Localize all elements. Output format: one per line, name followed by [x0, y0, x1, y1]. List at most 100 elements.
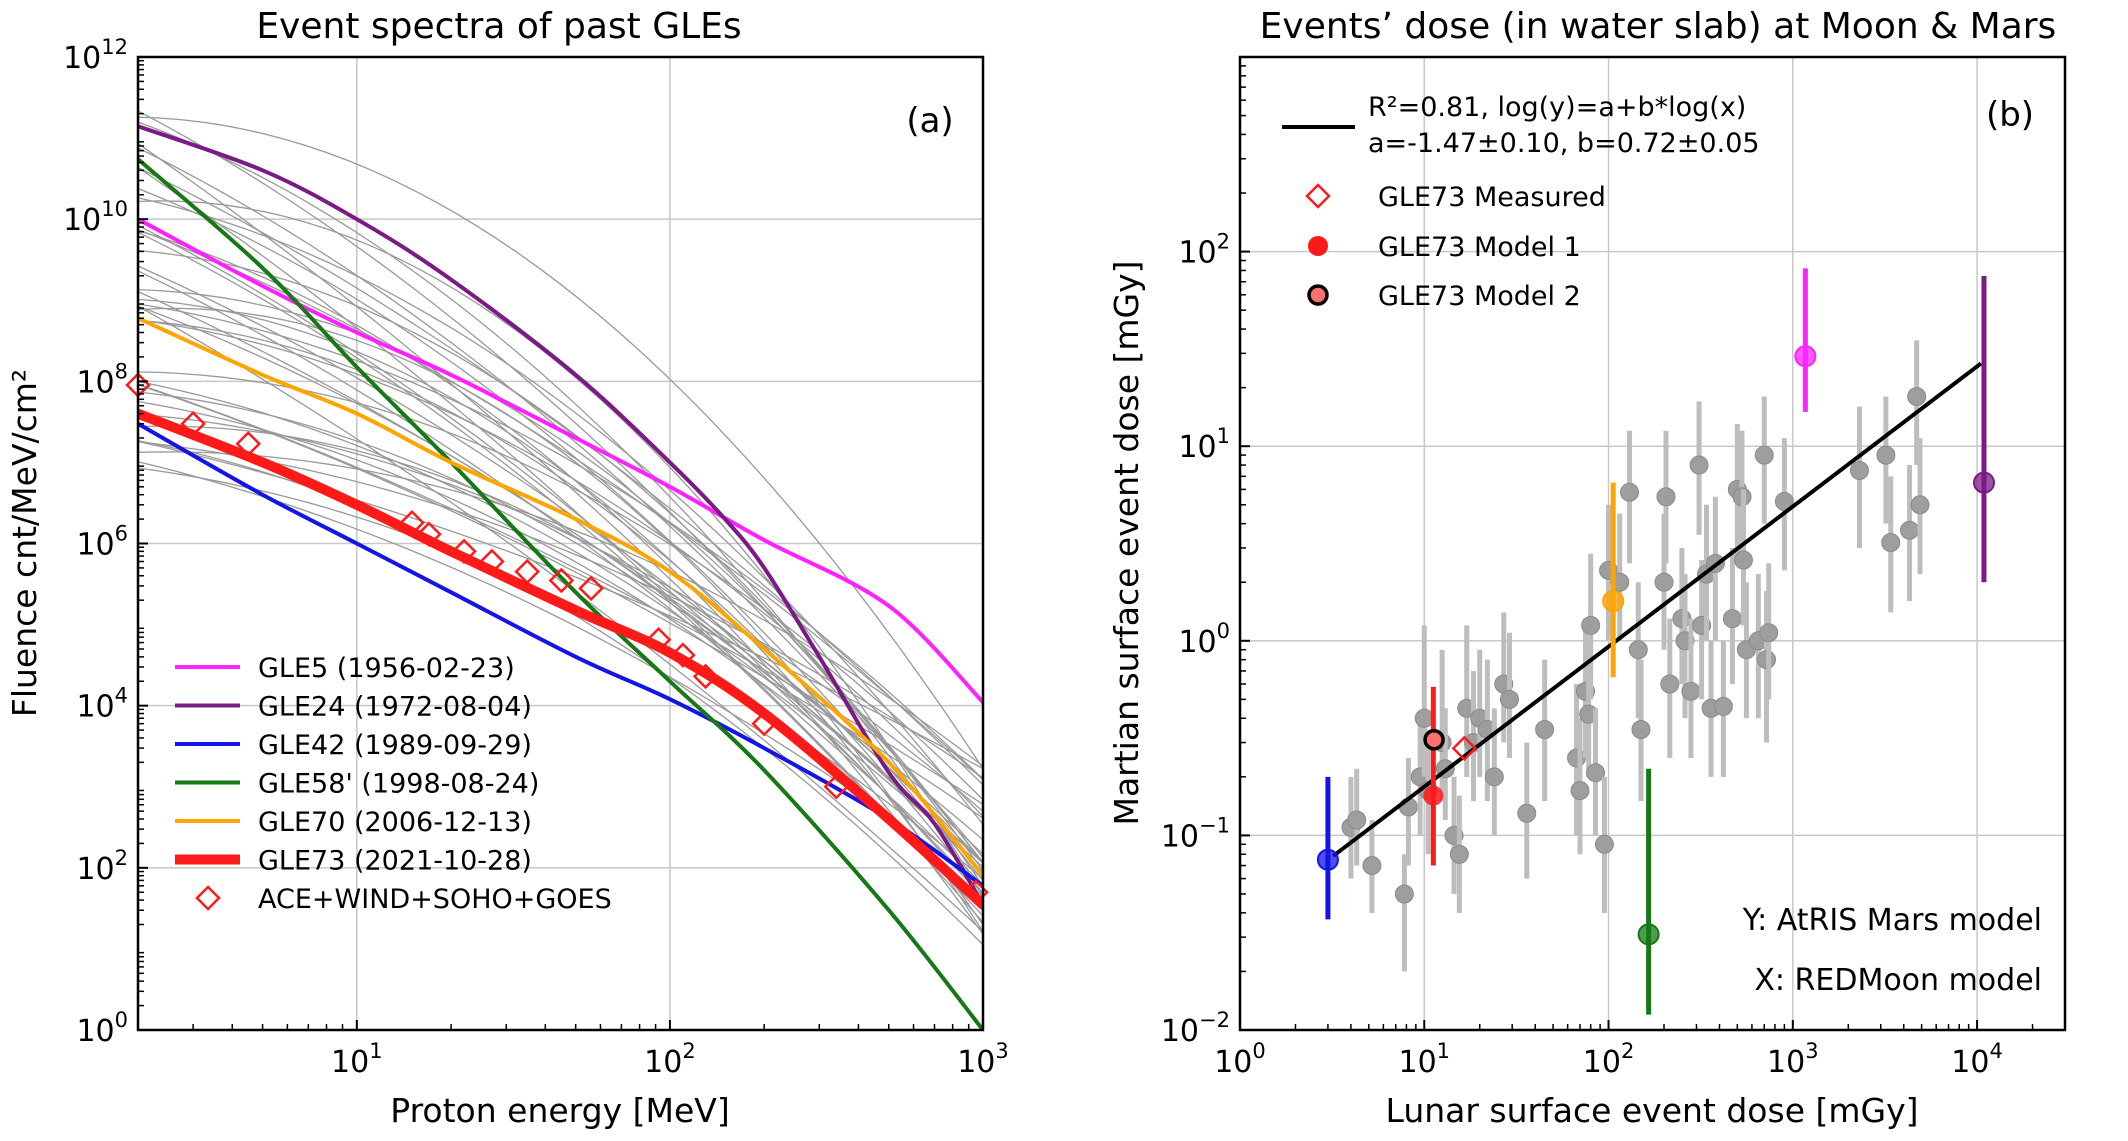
panel-b-y-tick-label: 101	[1178, 424, 1230, 465]
series-line-gle5	[138, 217, 983, 705]
measured-diamond-marker	[670, 642, 696, 668]
series-line-gle70	[138, 316, 983, 878]
panel-b-x-tick-label: 100	[1214, 1039, 1266, 1080]
panel-b-y-tick-label: 10−1	[1161, 813, 1230, 854]
panel-a-y-axis-label: Fluence cnt/MeV/cm²	[5, 369, 44, 717]
legend-label-4: GLE70 (2006-12-13)	[258, 807, 532, 838]
gray-point	[1654, 572, 1674, 592]
measured-diamond-marker	[399, 510, 425, 536]
gray-point	[1754, 445, 1774, 465]
point-gle58	[1637, 923, 1660, 946]
legend-label-2: GLE42 (1989-09-29)	[258, 730, 532, 761]
background-gle-curve	[138, 116, 983, 769]
fit-line	[1331, 361, 1983, 858]
panel-a-y-tick-label: 1012	[63, 35, 128, 76]
gray-point	[1484, 767, 1504, 787]
measured-diamond-marker	[235, 430, 262, 457]
gray-point	[1910, 495, 1930, 515]
background-gle-curve	[138, 166, 983, 917]
point-gle70	[1602, 590, 1625, 613]
panel-a-title: Event spectra of past GLEs	[256, 6, 741, 47]
legend-measured-diamond	[195, 885, 221, 911]
measured-diamond-marker	[416, 521, 442, 548]
point-gle73-model1	[1423, 785, 1444, 806]
panel-b-x-tick-label: 101	[1398, 1039, 1450, 1080]
gray-point	[1681, 681, 1701, 701]
series-line-gle58	[138, 157, 983, 1030]
panel-b-legend: R²=0.81, log(y)=a+b*log(x) a=-1.47±0.10, …	[1282, 92, 1760, 312]
legend-label-0: GLE5 (1956-02-23)	[258, 653, 515, 684]
panel-b-x-tick-label: 102	[1583, 1039, 1635, 1080]
panel-a-y-tick-label: 106	[76, 522, 128, 563]
legend-fit-label-1: R²=0.81, log(y)=a+b*log(x)	[1368, 92, 1746, 123]
gray-point	[1672, 609, 1692, 629]
panel-a-y-tick-label: 104	[76, 684, 128, 725]
gray-point	[1713, 696, 1733, 716]
measured-diamond-marker	[514, 558, 540, 585]
panel-b-y-tick-label: 102	[1178, 230, 1230, 271]
gray-point	[1499, 689, 1519, 709]
panel-b-ticks: 100 101 102 103 104 10−2 10−1 100 101 102	[1161, 65, 2034, 1080]
legend-label-3: GLE58' (1998-08-24)	[258, 769, 539, 800]
gray-point	[1394, 884, 1414, 904]
background-gle-curve	[138, 166, 983, 786]
background-gle-curve	[138, 441, 983, 779]
legend-label-5: GLE73 (2021-10-28)	[258, 846, 532, 877]
panel-b-x-axis-label: Lunar surface event dose [mGy]	[1386, 1091, 1919, 1130]
series-line-gle73	[138, 408, 983, 910]
point-gle5	[1794, 345, 1817, 368]
measured-diamond-marker	[751, 710, 777, 737]
gray-point	[1362, 856, 1382, 876]
gray-point	[1722, 609, 1742, 629]
gray-point	[1594, 834, 1614, 854]
background-gle-curve	[138, 307, 983, 932]
gray-point	[1535, 720, 1555, 740]
background-gle-curve	[138, 142, 983, 898]
gray-point	[1759, 623, 1779, 643]
panel-b-plot-frame	[1238, 55, 2067, 1032]
background-gle-curve	[138, 305, 983, 864]
panel-b-data-points	[1316, 268, 1995, 1015]
gray-point	[1900, 520, 1920, 540]
point-gle73-measured	[1451, 735, 1478, 762]
gray-point	[1517, 803, 1537, 823]
annotation-moon-model: X: REDMoon model	[1754, 963, 2042, 998]
panel-b-y-axis-label: Martian surface event dose [mGy]	[1107, 260, 1146, 825]
gray-point	[1733, 550, 1753, 570]
panel-a-y-tick-label: 1010	[63, 197, 128, 238]
panel-a-x-tick-label: 101	[331, 1039, 383, 1080]
panel-b-label: (b)	[1986, 95, 2034, 135]
measured-diamond-marker	[451, 538, 477, 565]
gray-point	[1689, 455, 1709, 475]
panel-a-y-tick-label: 102	[76, 846, 128, 887]
legend-gle73-measured-marker	[1305, 183, 1331, 209]
series-line-gle42	[138, 421, 983, 888]
panel-b-title: Events’ dose (in water slab) at Moon & M…	[1260, 6, 2057, 47]
point-gle42	[1316, 848, 1339, 871]
measured-diamond-marker	[645, 626, 672, 653]
measured-diamond-marker	[692, 663, 719, 690]
panel-a-event-spectra: Event spectra of past GLEs 101 102 1031001…	[5, 6, 1009, 1130]
legend-gle73-label-1: GLE73 Model 1	[1378, 232, 1581, 263]
background-gle-curve	[138, 451, 983, 767]
gray-point	[1876, 445, 1896, 465]
gray-point	[1414, 708, 1434, 728]
legend-gle73-model2-marker	[1307, 284, 1329, 306]
gray-point	[1620, 482, 1640, 502]
measured-diamond-marker	[548, 567, 575, 594]
panel-a-y-tick-label: 108	[76, 359, 128, 400]
gray-point	[1631, 720, 1651, 740]
gray-point	[1907, 387, 1927, 407]
background-gle-curve	[138, 270, 983, 886]
background-gle-curve	[138, 391, 983, 873]
panel-b-y-tick-label: 10−2	[1161, 1008, 1230, 1049]
panel-a-plot-frame	[136, 55, 985, 1032]
gray-point	[1628, 640, 1648, 660]
panel-b-y-tick-label: 100	[1178, 619, 1230, 660]
gray-point	[1660, 674, 1680, 694]
legend-label-1: GLE24 (1972-08-04)	[258, 692, 532, 723]
panel-a-curves	[138, 110, 983, 1030]
measured-diamond-marker	[578, 575, 604, 602]
gray-point	[1570, 781, 1590, 801]
